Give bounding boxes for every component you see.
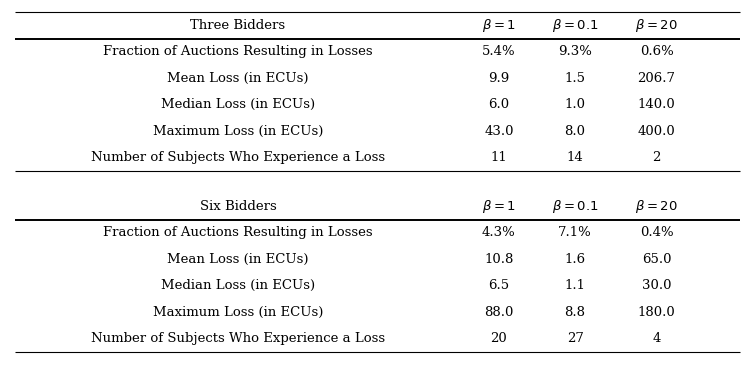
Text: 0.4%: 0.4% <box>640 226 674 239</box>
Text: 88.0: 88.0 <box>484 306 514 319</box>
Text: 20: 20 <box>490 332 508 345</box>
Text: 8.8: 8.8 <box>565 306 586 319</box>
Text: Mean Loss (in ECUs): Mean Loss (in ECUs) <box>167 253 308 266</box>
Text: 14: 14 <box>567 151 584 164</box>
Text: $\beta = 1$: $\beta = 1$ <box>482 198 516 215</box>
Text: 0.6%: 0.6% <box>640 45 674 58</box>
Text: Fraction of Auctions Resulting in Losses: Fraction of Auctions Resulting in Losses <box>103 226 373 239</box>
Text: 65.0: 65.0 <box>642 253 672 266</box>
Text: $\beta = 20$: $\beta = 20$ <box>635 198 678 215</box>
Text: Six Bidders: Six Bidders <box>199 200 276 213</box>
Text: 4.3%: 4.3% <box>482 226 516 239</box>
Text: 5.4%: 5.4% <box>482 45 516 58</box>
Text: Mean Loss (in ECUs): Mean Loss (in ECUs) <box>167 72 308 85</box>
Text: 1.1: 1.1 <box>565 279 586 292</box>
Text: 9.3%: 9.3% <box>558 45 592 58</box>
Text: 400.0: 400.0 <box>638 125 675 138</box>
Text: Number of Subjects Who Experience a Loss: Number of Subjects Who Experience a Loss <box>91 151 385 164</box>
Text: Number of Subjects Who Experience a Loss: Number of Subjects Who Experience a Loss <box>91 332 385 345</box>
Text: Three Bidders: Three Bidders <box>190 19 286 32</box>
Text: 180.0: 180.0 <box>638 306 675 319</box>
Text: Maximum Loss (in ECUs): Maximum Loss (in ECUs) <box>153 125 323 138</box>
Text: $\beta = 1$: $\beta = 1$ <box>482 17 516 34</box>
Text: Fraction of Auctions Resulting in Losses: Fraction of Auctions Resulting in Losses <box>103 45 373 58</box>
Text: Maximum Loss (in ECUs): Maximum Loss (in ECUs) <box>153 306 323 319</box>
Text: Median Loss (in ECUs): Median Loss (in ECUs) <box>161 98 315 111</box>
Text: $\beta = 20$: $\beta = 20$ <box>635 17 678 34</box>
Text: 30.0: 30.0 <box>642 279 672 292</box>
Text: $\beta = 0.1$: $\beta = 0.1$ <box>552 17 599 34</box>
Text: 11: 11 <box>490 151 508 164</box>
Text: Median Loss (in ECUs): Median Loss (in ECUs) <box>161 279 315 292</box>
Text: 6.5: 6.5 <box>488 279 510 292</box>
Text: 27: 27 <box>566 332 584 345</box>
Text: 9.9: 9.9 <box>488 72 510 85</box>
Text: 1.6: 1.6 <box>565 253 586 266</box>
Text: 4: 4 <box>653 332 661 345</box>
Text: 43.0: 43.0 <box>484 125 514 138</box>
Text: 206.7: 206.7 <box>638 72 675 85</box>
Text: $\beta = 0.1$: $\beta = 0.1$ <box>552 198 599 215</box>
Text: 7.1%: 7.1% <box>558 226 592 239</box>
Text: 8.0: 8.0 <box>565 125 586 138</box>
Text: 6.0: 6.0 <box>488 98 510 111</box>
Text: 2: 2 <box>653 151 661 164</box>
Text: 140.0: 140.0 <box>638 98 675 111</box>
Text: 1.0: 1.0 <box>565 98 586 111</box>
Text: 10.8: 10.8 <box>484 253 514 266</box>
Text: 1.5: 1.5 <box>565 72 586 85</box>
